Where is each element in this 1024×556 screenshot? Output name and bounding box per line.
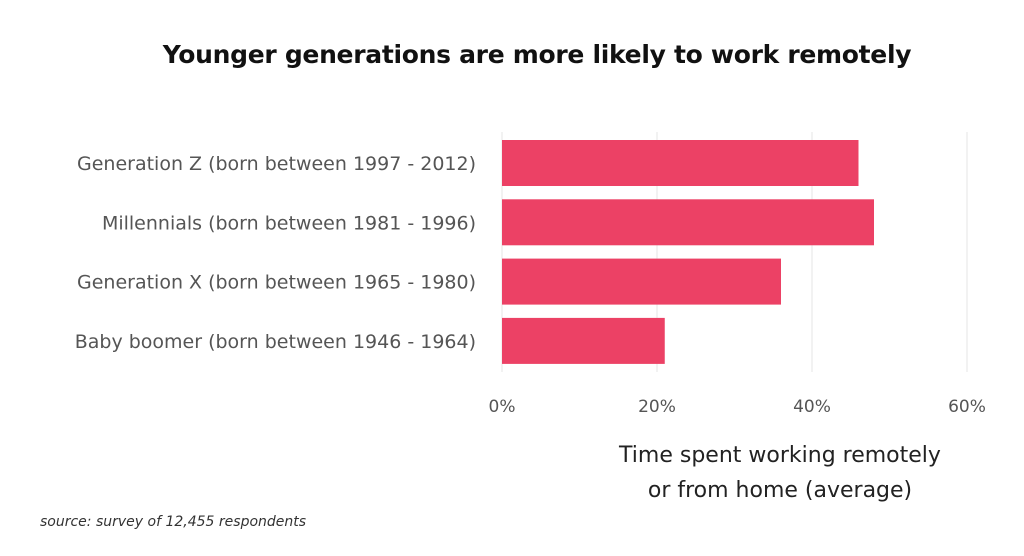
x-tick-label: 0% [489, 397, 516, 417]
x-tick-label: 20% [638, 397, 676, 417]
category-label: Generation X (born between 1965 - 1980) [77, 272, 476, 294]
category-label: Generation Z (born between 1997 - 2012) [77, 153, 476, 175]
x-tick-label: 60% [948, 397, 986, 417]
chart-title: Younger generations are more likely to w… [162, 40, 912, 69]
bar [502, 258, 781, 305]
x-axis-label-line-1: Time spent working remotely [619, 443, 941, 468]
category-label: Baby boomer (born between 1946 - 1964) [75, 331, 476, 353]
category-labels: Generation Z (born between 1997 - 2012) M… [75, 153, 476, 353]
bars [502, 140, 874, 364]
source-note: source: survey of 12,455 respondents [40, 514, 307, 530]
category-label: Millennials (born between 1981 - 1996) [102, 212, 476, 234]
x-tick-labels: 0% 20% 40% 60% [489, 397, 986, 417]
x-axis-label-line-2: or from home (average) [647, 478, 913, 503]
bar [502, 317, 665, 364]
x-tick-label: 40% [793, 397, 831, 417]
bar [502, 199, 874, 246]
bar [502, 140, 859, 186]
x-axis-label: Time spent working remotely or from home… [560, 438, 1000, 508]
